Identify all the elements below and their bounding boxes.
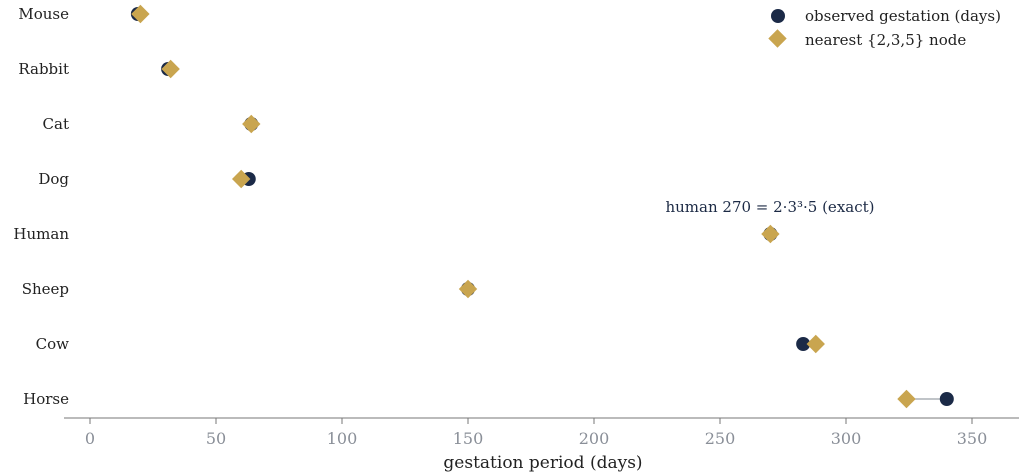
x-tick-label-150: 150	[453, 429, 484, 448]
node-point-mouse	[131, 4, 150, 24]
x-tick-label-100: 100	[327, 429, 358, 448]
y-tick-label-cat: Cat	[43, 115, 69, 133]
x-tick-label-200: 200	[579, 429, 610, 448]
x-tick-label-350: 350	[957, 429, 988, 448]
node-point-human	[761, 224, 780, 244]
observed-point-horse	[939, 392, 954, 406]
node-point-horse	[897, 389, 916, 409]
y-tick-label-sheep: Sheep	[22, 280, 69, 298]
x-tick-label-250: 250	[705, 429, 736, 448]
y-axis-labels: Mouse Rabbit Cat Dog Human Sheep Cow Horse	[13, 5, 69, 408]
node-point-dog	[232, 169, 251, 189]
legend-circle-marker	[771, 9, 785, 23]
annotation-human: human 270 = 2·3³·5 (exact)	[665, 198, 874, 216]
x-tick-label-300: 300	[831, 429, 862, 448]
y-tick-label-dog: Dog	[38, 170, 69, 188]
x-axis-ticks: 0 50 100 150 200 250 300 350	[85, 418, 987, 448]
y-tick-label-cow: Cow	[36, 335, 70, 353]
y-tick-label-horse: Horse	[23, 390, 69, 408]
x-tick-label-0: 0	[85, 429, 95, 448]
y-tick-label-mouse: Mouse	[18, 5, 69, 23]
legend: observed gestation (days) nearest {2,3,5…	[768, 7, 1001, 49]
legend-label-node: nearest {2,3,5} node	[805, 31, 966, 49]
legend-label-observed: observed gestation (days)	[805, 7, 1001, 25]
observed-point-cow	[796, 337, 811, 351]
x-axis-title: gestation period (days)	[443, 453, 642, 473]
legend-diamond-marker	[768, 29, 787, 48]
node-point-sheep	[458, 279, 478, 299]
node-point-rabbit	[161, 59, 180, 79]
y-tick-label-rabbit: Rabbit	[18, 60, 69, 78]
data-marks	[130, 4, 954, 409]
y-tick-label-human: Human	[13, 225, 69, 243]
node-point-cat	[242, 114, 261, 134]
node-point-cow	[806, 334, 825, 354]
x-tick-label-50: 50	[206, 429, 226, 448]
